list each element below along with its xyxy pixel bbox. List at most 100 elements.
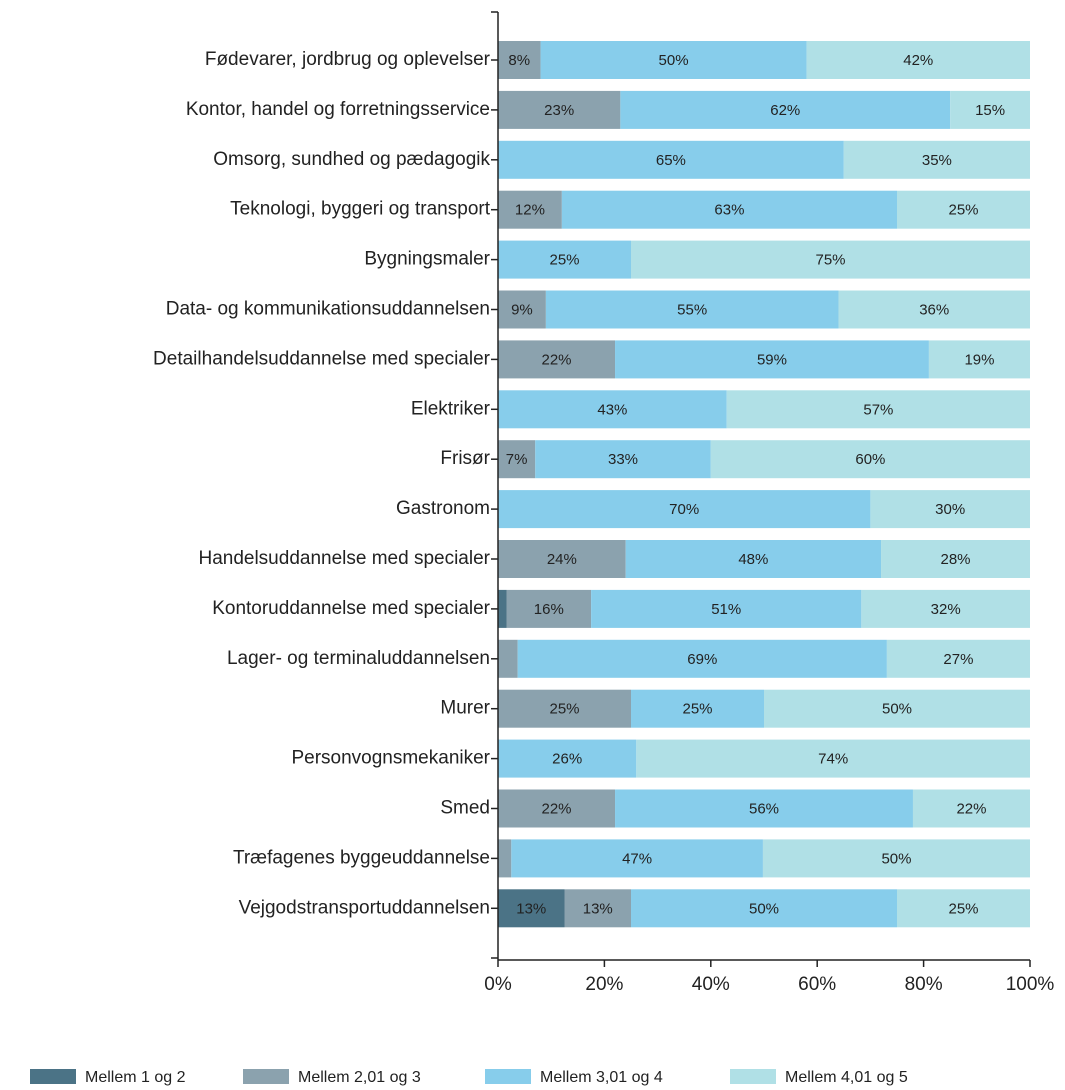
bar-segment (912, 789, 1030, 828)
bar-segment (897, 190, 1030, 229)
x-tick-label: 80% (905, 974, 943, 995)
bar-segment (636, 739, 1030, 778)
data-label: 25% (549, 701, 579, 718)
data-label: 56% (749, 800, 779, 817)
data-label: 25% (948, 900, 978, 917)
bar-segment (535, 440, 711, 479)
data-label: 57% (863, 401, 893, 418)
data-label: 22% (542, 800, 572, 817)
data-label: 23% (544, 102, 574, 119)
y-tick-label: Fødevarer, jordbrug og oplevelser (205, 49, 491, 70)
data-label: 36% (919, 301, 949, 318)
y-tick-label: Omsorg, sundhed og pædagogik (213, 149, 490, 170)
bar-segment (498, 90, 621, 129)
bar-segment (886, 639, 1030, 678)
bar-segment (806, 41, 1030, 79)
bar-segment (517, 639, 887, 678)
data-label: 47% (622, 850, 652, 867)
data-label: 25% (682, 701, 712, 718)
data-label: 8% (508, 52, 530, 69)
data-label: 22% (956, 800, 986, 817)
bar-segment (897, 889, 1030, 928)
bar-segment (561, 190, 897, 229)
data-label: 51% (711, 601, 741, 618)
bar-segment (498, 190, 562, 229)
y-tick-label: Detailhandelsuddannelse med specialer (153, 348, 491, 369)
bar-segment (545, 290, 839, 329)
bar-segment (928, 340, 1030, 379)
data-label: 30% (935, 501, 965, 518)
bar-segment (762, 839, 1030, 878)
data-label: 62% (770, 102, 800, 119)
bar-segment (498, 340, 616, 379)
y-tick-label: Lager- og terminaluddannelsen (227, 648, 490, 669)
data-label: 26% (552, 751, 582, 768)
bar-segment (498, 839, 512, 878)
data-label: 12% (515, 202, 545, 219)
bar-segment (861, 589, 1030, 628)
y-tick-label: Smed (440, 798, 490, 819)
bar-segment (498, 639, 518, 678)
bar-segment (625, 540, 882, 578)
bar-segment (726, 390, 1030, 429)
bar-segment (506, 589, 592, 628)
data-label: 35% (922, 152, 952, 169)
bar-segment (870, 490, 1030, 529)
data-label: 25% (948, 202, 978, 219)
data-label: 32% (931, 601, 961, 618)
data-label: 9% (511, 301, 533, 318)
y-tick-label: Kontoruddannelse med specialer (212, 598, 490, 619)
data-label: 19% (964, 351, 994, 368)
x-tick-label: 0% (484, 974, 512, 995)
y-tick-label: Frisør (440, 448, 490, 469)
bar-segment (843, 140, 1030, 179)
bar-segment (540, 41, 807, 79)
y-tick-label: Gastronom (396, 498, 490, 519)
bar-segment (498, 140, 844, 179)
y-tick-label: Murer (440, 698, 490, 719)
data-label: 33% (608, 451, 638, 468)
data-label: 74% (818, 751, 848, 768)
bar-segment (631, 689, 764, 728)
bar-segment (498, 589, 507, 628)
data-label: 22% (542, 351, 572, 368)
bar-segment (591, 589, 862, 628)
data-label: 43% (597, 401, 627, 418)
y-tick-label: Personvognsmekaniker (291, 748, 490, 769)
x-tick-label: 40% (692, 974, 730, 995)
legend-label: Mellem 1 og 2 (85, 1069, 186, 1086)
data-label: 50% (881, 850, 911, 867)
y-tick-label: Kontor, handel og forretningsservice (186, 99, 490, 120)
legend-label: Mellem 3,01 og 4 (540, 1069, 663, 1086)
data-label: 50% (882, 701, 912, 718)
bar-segment (498, 390, 727, 429)
bar-segment (838, 290, 1030, 329)
bar-segment (764, 689, 1030, 728)
data-label: 28% (941, 551, 971, 568)
y-tick-label: Handelsuddannelse med specialer (198, 548, 490, 569)
x-tick-label: 20% (585, 974, 623, 995)
data-label: 48% (738, 551, 768, 568)
legend-swatch (485, 1069, 531, 1084)
bar-segment (615, 340, 929, 379)
legend-label: Mellem 2,01 og 3 (298, 1069, 421, 1086)
data-label: 65% (656, 152, 686, 169)
data-label: 60% (855, 451, 885, 468)
data-label: 16% (534, 601, 564, 618)
bar-segment (631, 889, 897, 928)
data-label: 25% (549, 252, 579, 269)
x-tick-label: 60% (798, 974, 836, 995)
data-label: 7% (506, 451, 528, 468)
bar-segment (710, 440, 1030, 479)
data-label: 27% (943, 651, 973, 668)
data-label: 50% (749, 900, 779, 917)
legend-swatch (30, 1069, 76, 1084)
bar-segment (498, 889, 565, 928)
bar-segment (631, 240, 1030, 279)
bar-segment (511, 839, 763, 878)
data-label: 63% (714, 202, 744, 219)
bar-segment (498, 739, 637, 778)
y-tick-label: Bygningsmaler (364, 249, 490, 270)
x-tick-label: 100% (1006, 974, 1055, 995)
